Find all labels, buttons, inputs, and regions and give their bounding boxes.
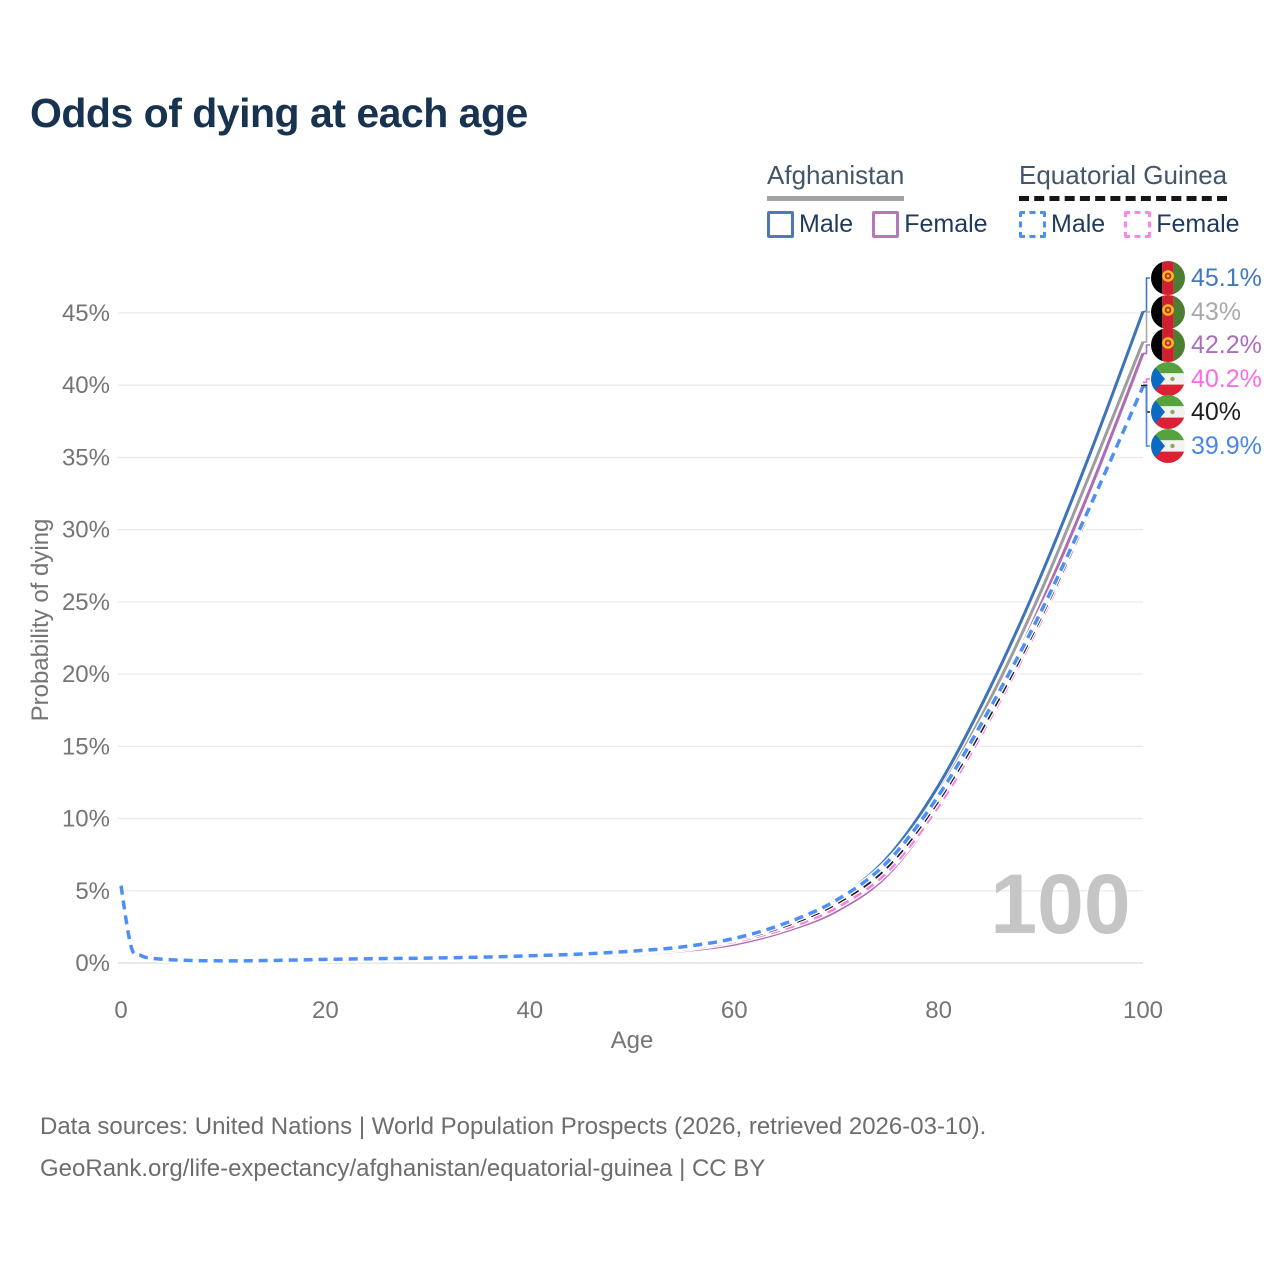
series-end-label: 45.1%	[1151, 261, 1262, 295]
legend-item-afghanistan-female[interactable]: Female	[872, 210, 988, 239]
x-tick-label: 20	[312, 997, 339, 1024]
y-tick-label: 10%	[62, 806, 110, 833]
y-tick-label: 15%	[62, 733, 110, 760]
x-tick-label: 0	[114, 997, 127, 1024]
legend-items-equatorial-guinea: Male Female	[1019, 210, 1240, 239]
footer-sources: Data sources: United Nations | World Pop…	[40, 1113, 987, 1140]
y-tick-label: 45%	[62, 300, 110, 327]
legend-item-equatorial-guinea-female[interactable]: Female	[1124, 210, 1240, 239]
series-end-label: 40%	[1151, 395, 1241, 429]
afghanistan-flag-icon	[1151, 328, 1185, 362]
legend-item-afghanistan-male[interactable]: Male	[767, 210, 853, 239]
series-end-value: 39.9%	[1191, 431, 1262, 460]
y-tick-label: 30%	[62, 517, 110, 544]
x-tick-label: 80	[925, 997, 952, 1024]
checkbox-swatch-afghanistan-male[interactable]	[767, 211, 794, 238]
y-tick-label: 40%	[62, 372, 110, 399]
footer-link: GeoRank.org/life-expectancy/afghanistan/…	[40, 1155, 766, 1182]
x-tick-label: 60	[721, 997, 748, 1024]
afghanistan-flag-icon	[1151, 261, 1185, 295]
series-end-label: 43%	[1151, 295, 1241, 329]
series-end-value: 40.2%	[1191, 364, 1262, 393]
series-end-value: 45.1%	[1191, 263, 1262, 292]
checkbox-swatch-equatorial-guinea-male[interactable]	[1019, 211, 1046, 238]
equatorial-guinea-flag-icon	[1151, 362, 1185, 396]
legend-country-afghanistan: Afghanistan	[767, 160, 905, 201]
y-tick-label: 35%	[62, 444, 110, 471]
y-tick-label: 5%	[75, 878, 110, 905]
y-tick-label: 0%	[75, 950, 110, 977]
equatorial-guinea-flag-icon	[1151, 395, 1185, 429]
x-tick-label: 40	[516, 997, 543, 1024]
end-label-leader	[1143, 378, 1150, 384]
checkbox-swatch-afghanistan-female[interactable]	[872, 211, 900, 238]
legend-items-afghanistan: Male Female	[767, 210, 988, 239]
legend-group-equatorial-guinea: Equatorial Guinea Male Female	[1019, 160, 1240, 239]
end-label-leader	[1143, 277, 1150, 313]
footer: Data sources: United Nations | World Pop…	[40, 1106, 986, 1190]
legend-country-equatorial-guinea: Equatorial Guinea	[1019, 160, 1228, 201]
end-label-leader	[1143, 344, 1150, 355]
series-end-label: 42.2%	[1151, 328, 1262, 362]
series-line-equatorial-guinea-male	[119, 385, 1145, 963]
series-end-label: 39.9%	[1151, 429, 1262, 463]
page-title: Odds of dying at each age	[30, 90, 528, 136]
series-end-label: 40.2%	[1151, 362, 1262, 396]
series-end-value: 40%	[1191, 397, 1242, 426]
series-end-value: 43%	[1191, 297, 1242, 326]
end-label-leader	[1143, 311, 1150, 343]
age-counter-watermark: 100	[990, 857, 1131, 951]
end-label-leader	[1143, 385, 1150, 447]
x-axis-title: Age	[611, 1027, 654, 1054]
legend-group-afghanistan: Afghanistan Male Female	[767, 160, 988, 239]
equatorial-guinea-flag-icon	[1151, 429, 1185, 463]
series-end-value: 42.2%	[1191, 330, 1262, 359]
x-tick-label: 100	[1123, 997, 1163, 1024]
checkbox-swatch-equatorial-guinea-female[interactable]	[1124, 211, 1152, 238]
afghanistan-flag-icon	[1151, 295, 1185, 329]
y-tick-label: 25%	[62, 589, 110, 616]
chart: 0% 5% 10% 15% 20% 25% 30% 35% 40% 45% 0 20 40 60 80 100…	[27, 277, 1163, 1054]
legend-item-equatorial-guinea-male[interactable]: Male	[1019, 210, 1105, 239]
y-axis-title: Probability of dying	[27, 519, 54, 722]
y-tick-label: 20%	[62, 661, 110, 688]
